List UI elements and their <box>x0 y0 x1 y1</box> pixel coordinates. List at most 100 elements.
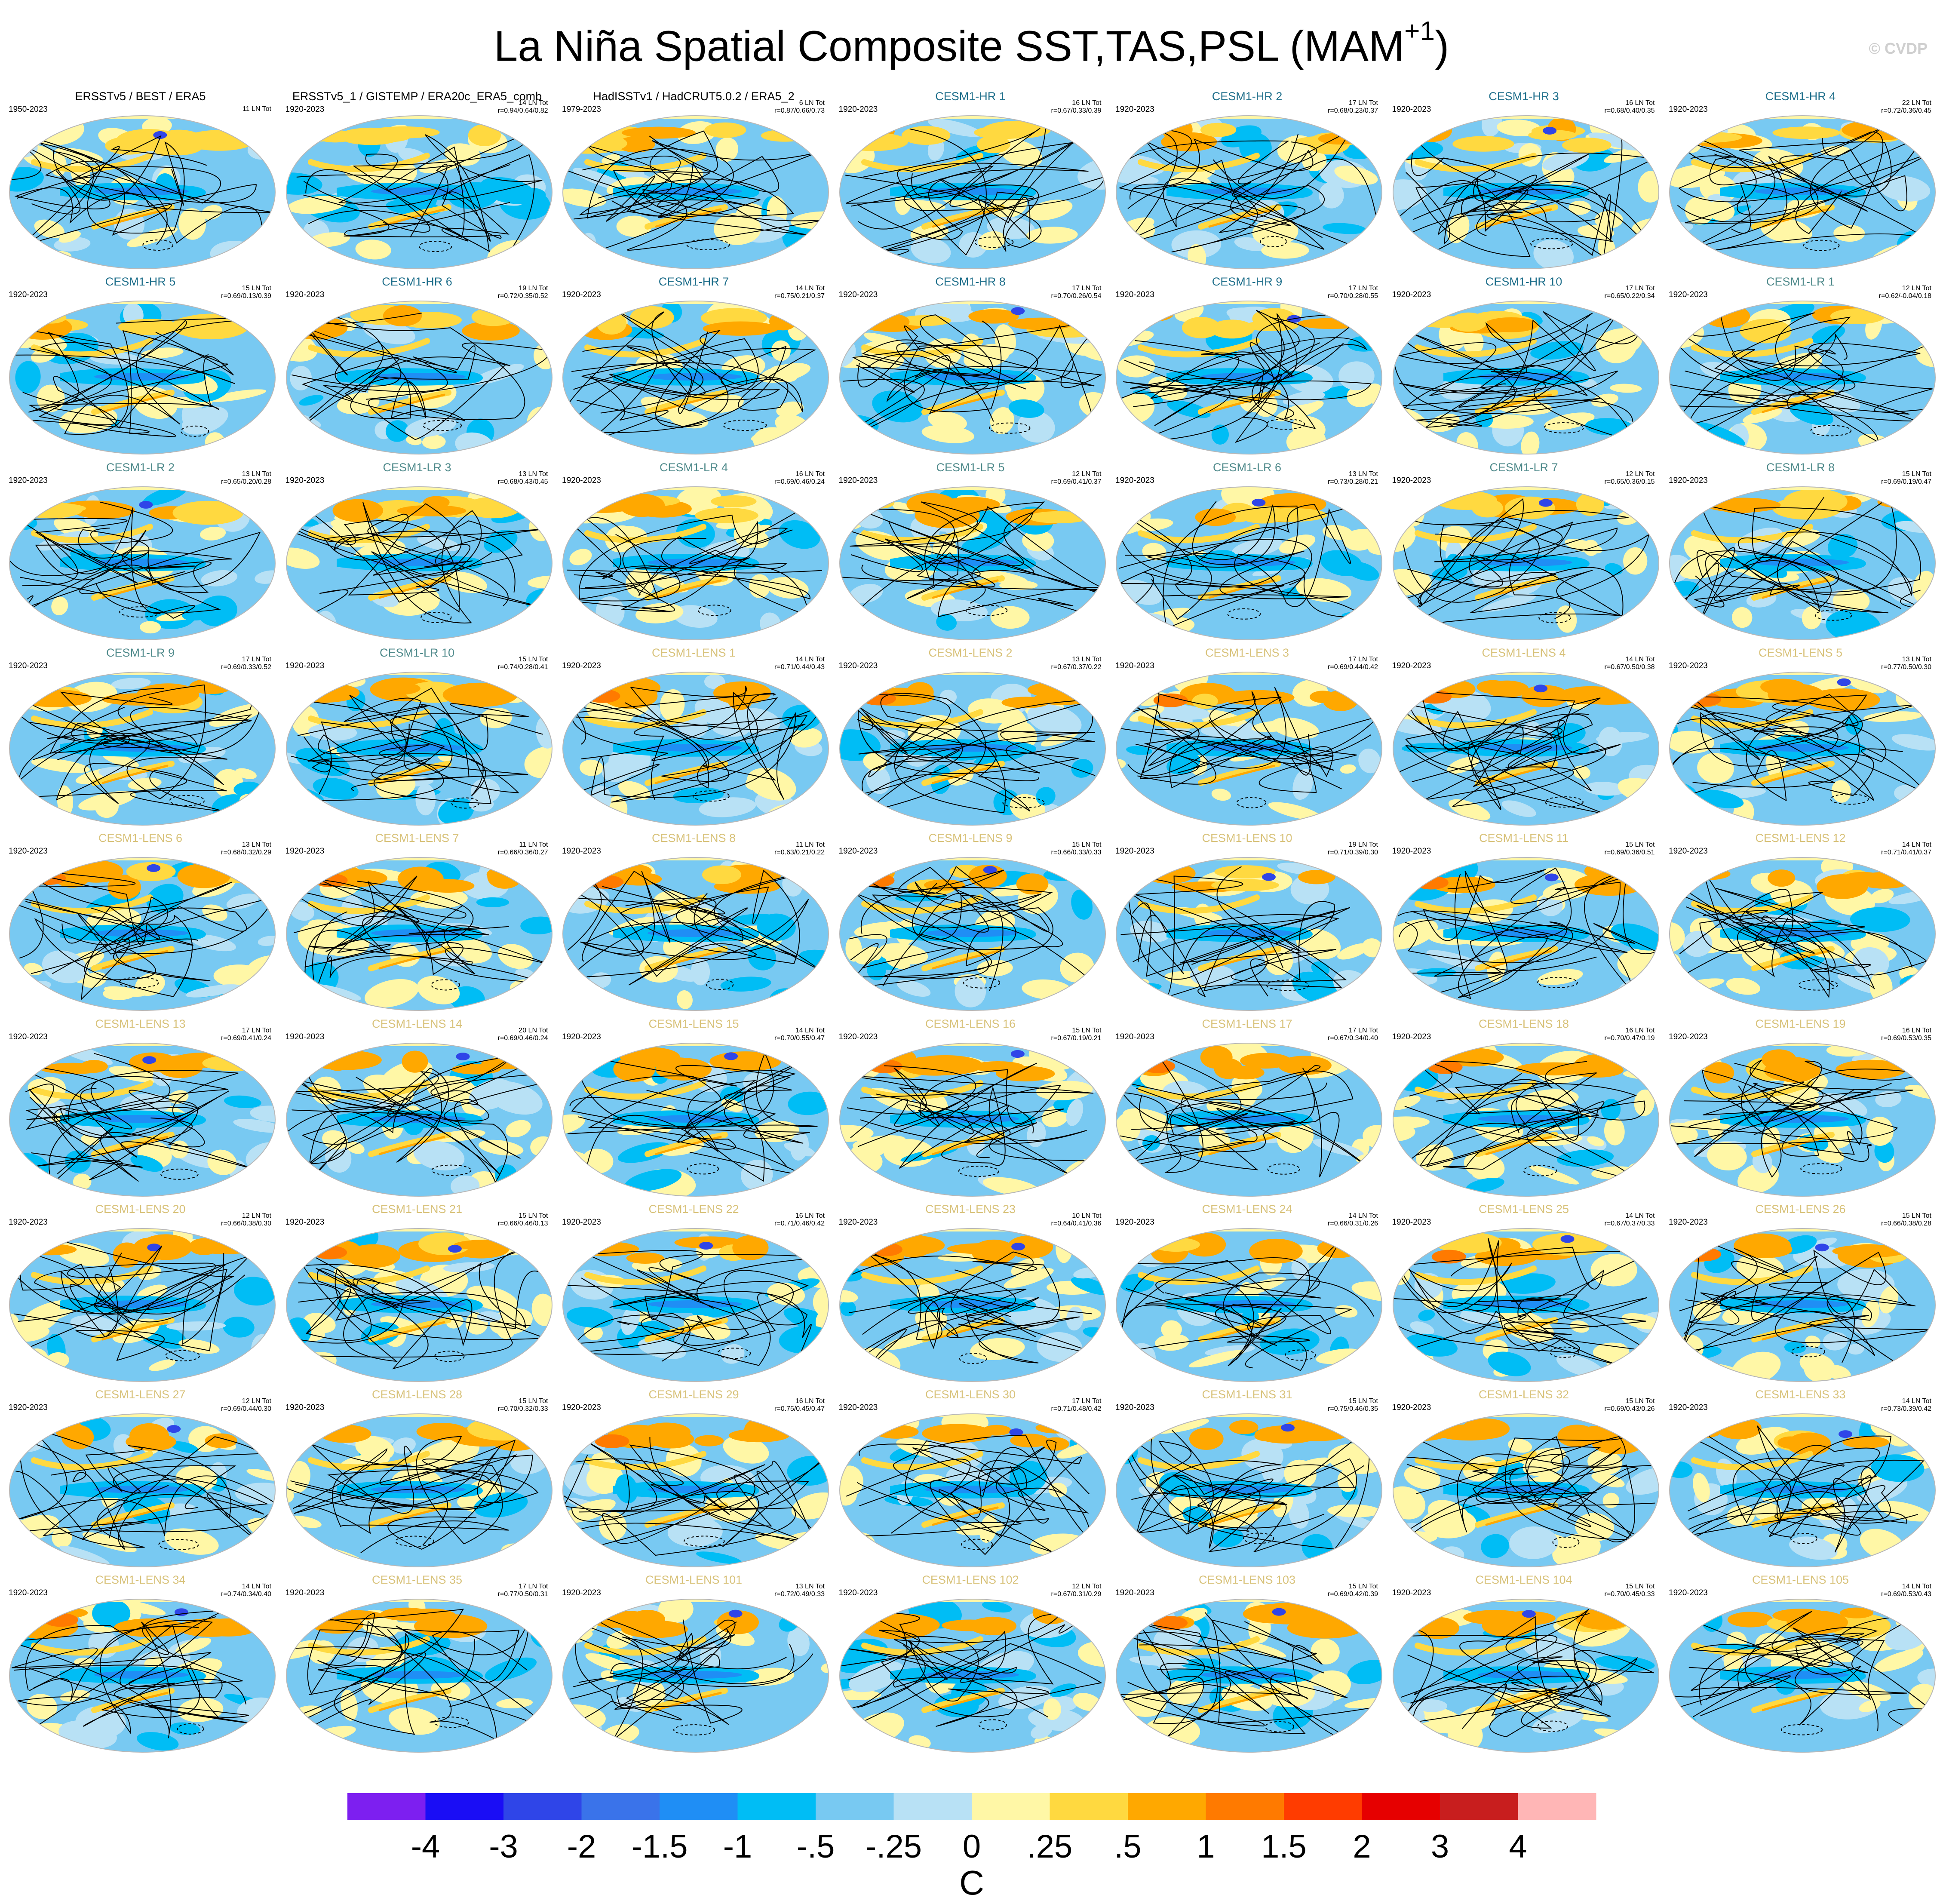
panel-event-count: 16 LN Tot <box>795 470 825 478</box>
map-panel: CESM1-LENS 30 1920-2023 17 LN Tot r=0.71/0.… <box>832 1388 1109 1573</box>
panel-correlation: r=0.67/0.37/0.22 <box>1051 663 1102 671</box>
panel-title: CESM1-LENS 20 <box>95 1202 186 1216</box>
panel-title: CESM1-LENS 10 <box>1202 832 1292 845</box>
global-map <box>1392 857 1659 1011</box>
panel-title: CESM1-LR 1 <box>1766 275 1835 289</box>
panel-event-count: 11 LN Tot <box>795 841 825 849</box>
map-panel: CESM1-LENS 4 1920-2023 14 LN Tot r=0.67/0.5… <box>1385 646 1663 831</box>
panel-title: CESM1-LR 4 <box>659 461 728 474</box>
map-panel: CESM1-LENS 14 1920-2023 20 LN Tot r=0.69/0.… <box>279 1017 556 1202</box>
panel-period: 1920-2023 <box>1115 847 1154 856</box>
map-panel: CESM1-LENS 6 1920-2023 13 LN Tot r=0.68/0.3… <box>2 831 279 1016</box>
panel-title: CESM1-LENS 22 <box>648 1202 739 1216</box>
panel-period: 1920-2023 <box>1115 290 1154 300</box>
panel-title: CESM1-LENS 6 <box>98 832 183 845</box>
map-panel: CESM1-LENS 32 1920-2023 15 LN Tot r=0.69/0.… <box>1385 1388 1663 1573</box>
panel-title: CESM1-LENS 25 <box>1478 1202 1569 1216</box>
map-panel: CESM1-LENS 3 1920-2023 17 LN Tot r=0.69/0.4… <box>1108 646 1386 831</box>
panel-correlation: r=0.72/0.36/0.45 <box>1881 107 1931 114</box>
panel-event-count: 16 LN Tot <box>1072 99 1102 107</box>
panel-event-count: 14 LN Tot <box>795 1026 825 1034</box>
panel-correlation: r=0.66/0.38/0.30 <box>221 1219 271 1227</box>
panel-event-count: 13 LN Tot <box>1072 655 1102 663</box>
panel-period: 1920-2023 <box>1392 1588 1431 1598</box>
colorbar: -4 -3 -2 -1.5 -1 -.5 -.25 0 .25 .5 1 1.5 2 3 4 C <box>347 1793 1596 1902</box>
panel-period: 1920-2023 <box>562 1032 601 1041</box>
panel-period: 1920-2023 <box>1115 1403 1154 1413</box>
map-panel: CESM1-LENS 23 1920-2023 10 LN Tot r=0.64/0.… <box>832 1202 1109 1388</box>
global-map <box>1392 1599 1659 1753</box>
panel-title: CESM1-LENS 18 <box>1478 1017 1569 1030</box>
global-map <box>9 301 276 455</box>
panel-correlation: r=0.68/0.43/0.45 <box>497 478 548 485</box>
panel-correlation: r=0.64/0.41/0.36 <box>1051 1219 1102 1227</box>
global-map <box>1116 671 1382 826</box>
panel-period: 1920-2023 <box>838 290 878 300</box>
global-map <box>1116 1599 1382 1753</box>
global-map <box>9 671 276 826</box>
global-map <box>1116 1228 1382 1382</box>
panel-correlation: r=0.69/0.36/0.51 <box>1604 849 1655 857</box>
global-map <box>562 1042 829 1197</box>
panel-period: 1920-2023 <box>838 1032 878 1041</box>
panel-period: 1920-2023 <box>1669 105 1708 114</box>
panel-correlation: r=0.94/0.64/0.82 <box>497 107 548 114</box>
panel-period: 1920-2023 <box>285 105 325 114</box>
panel-correlation: r=0.67/0.50/0.38 <box>1604 663 1655 671</box>
panel-title: CESM1-LR 6 <box>1212 461 1282 474</box>
panel-event-count: 15 LN Tot <box>1072 1026 1102 1034</box>
colorbar-tick-label: -4 <box>411 1828 440 1865</box>
colorbar-segment <box>347 1793 426 1820</box>
panel-title: CESM1-LENS 33 <box>1755 1388 1846 1401</box>
panel-event-count: 6 LN Tot <box>799 99 825 107</box>
panel-period: 1920-2023 <box>838 1217 878 1227</box>
global-map <box>285 1599 553 1753</box>
map-panel: CESM1-LENS 21 1920-2023 15 LN Tot r=0.66/0.… <box>279 1202 556 1388</box>
panel-title: CESM1-LENS 32 <box>1478 1388 1569 1401</box>
panel-correlation: r=0.70/0.55/0.47 <box>774 1034 825 1042</box>
panel-correlation: r=0.75/0.45/0.47 <box>774 1405 825 1413</box>
panel-period: 1920-2023 <box>838 1403 878 1413</box>
map-panel: HadISSTv1 / HadCRUT5.0.2 / ERA5_2 1979-20… <box>555 89 832 275</box>
map-panel: CESM1-LR 8 1920-2023 15 LN Tot r=0.69/0.19/… <box>1662 461 1939 646</box>
panel-event-count: 15 LN Tot <box>1902 1212 1931 1219</box>
panel-event-count: 15 LN Tot <box>1348 1583 1378 1591</box>
global-map <box>839 301 1106 455</box>
panel-event-count: 12 LN Tot <box>242 1212 271 1219</box>
map-panel: CESM1-LENS 35 1920-2023 17 LN Tot r=0.77/0.… <box>279 1573 556 1758</box>
panel-event-count: 14 LN Tot <box>795 285 825 292</box>
panel-correlation: r=0.69/0.43/0.26 <box>1604 1405 1655 1413</box>
map-panel: ERSSTv5 / BEST / ERA5 1950-2023 11 LN Tot <box>2 89 279 275</box>
panel-title: CESM1-HR 1 <box>935 90 1006 103</box>
panel-event-count: 14 LN Tot <box>795 655 825 663</box>
panel-event-count: 13 LN Tot <box>242 470 271 478</box>
map-panel: CESM1-LENS 7 1920-2023 11 LN Tot r=0.66/0.3… <box>279 831 556 1016</box>
global-map <box>9 1599 276 1753</box>
colorbar-segment <box>425 1793 504 1820</box>
map-panel: CESM1-HR 9 1920-2023 17 LN Tot r=0.70/0.28/… <box>1108 275 1386 460</box>
map-panel: CESM1-LENS 105 1920-2023 14 LN Tot r=0.69/0… <box>1662 1573 1939 1758</box>
colorbar-tick-label: -2 <box>567 1828 596 1865</box>
global-map <box>9 486 276 640</box>
global-map <box>562 1228 829 1382</box>
panel-correlation: r=0.69/0.19/0.47 <box>1881 478 1931 485</box>
figure-title-season-superscript: +1 <box>1404 16 1435 46</box>
colorbar-segment <box>503 1793 582 1820</box>
panel-correlation: r=0.74/0.34/0.40 <box>221 1591 271 1598</box>
panel-event-count: 14 LN Tot <box>1625 1212 1655 1219</box>
panel-period: 1920-2023 <box>1115 476 1154 485</box>
panel-correlation: r=0.71/0.44/0.43 <box>774 663 825 671</box>
panel-period: 1920-2023 <box>1669 661 1708 670</box>
panel-correlation: r=0.87/0.66/0.73 <box>774 107 825 114</box>
panel-event-count: 14 LN Tot <box>1902 841 1931 849</box>
panel-period: 1920-2023 <box>285 661 325 670</box>
panel-correlation: r=0.69/0.33/0.52 <box>221 663 271 671</box>
panel-period: 1920-2023 <box>1392 1403 1431 1413</box>
map-panel: CESM1-LR 1 1920-2023 12 LN Tot r=0.62/-0.04… <box>1662 275 1939 460</box>
global-map <box>1392 1042 1659 1197</box>
map-panel: CESM1-LENS 27 1920-2023 12 LN Tot r=0.69/0.… <box>2 1388 279 1573</box>
panel-correlation: r=0.73/0.28/0.21 <box>1328 478 1378 485</box>
map-panel: CESM1-LR 4 1920-2023 16 LN Tot r=0.69/0.46/… <box>555 461 832 646</box>
panel-title: CESM1-LENS 8 <box>651 832 736 845</box>
global-map <box>562 301 829 455</box>
